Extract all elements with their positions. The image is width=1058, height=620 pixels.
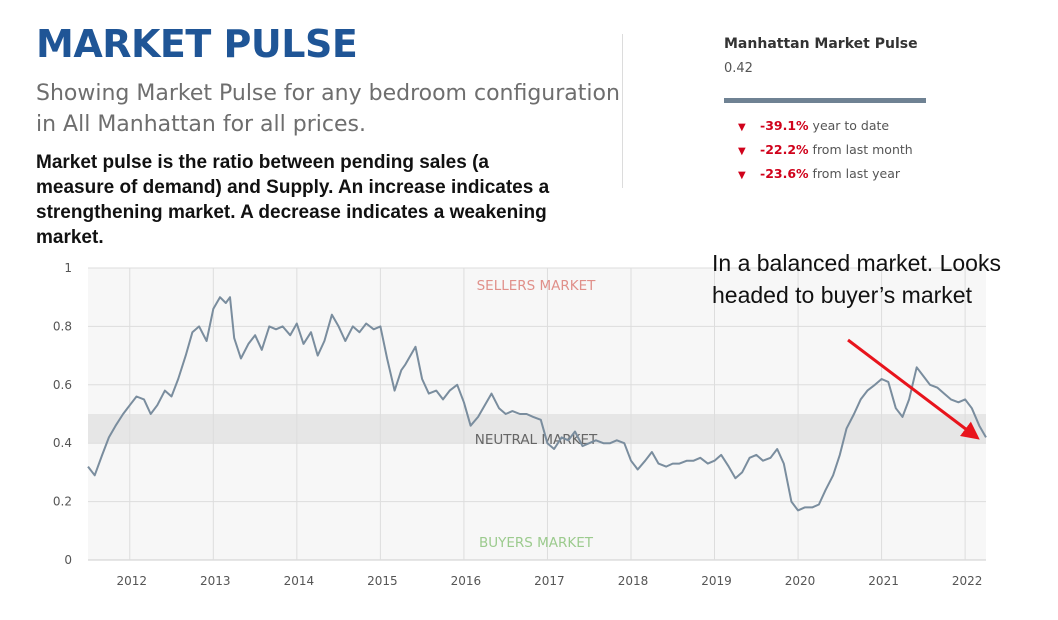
description-text: Market pulse is the ratio between pendin… bbox=[36, 152, 550, 248]
page-subtitle: Showing Market Pulse for any bedroom con… bbox=[36, 81, 620, 137]
x-tick-label: 2014 bbox=[284, 574, 315, 588]
x-tick-label: 2021 bbox=[868, 574, 899, 588]
stat-pct: -39.1% bbox=[760, 118, 809, 133]
y-tick-label: 0 bbox=[64, 553, 72, 567]
sellers-market-label: SELLERS MARKET bbox=[477, 278, 597, 294]
x-tick-label: 2017 bbox=[534, 574, 565, 588]
y-tick-label: 0.6 bbox=[53, 378, 72, 392]
stat-label: from last year bbox=[812, 166, 901, 181]
stat-label: from last month bbox=[812, 142, 913, 157]
x-tick-label: 2022 bbox=[952, 574, 983, 588]
stat-ytd: ▼ -39.1% year to date bbox=[738, 118, 913, 142]
down-triangle-icon: ▼ bbox=[738, 122, 746, 133]
page-title: MARKET PULSE bbox=[36, 22, 358, 66]
stat-month: ▼ -22.2% from last month bbox=[738, 142, 913, 166]
down-triangle-icon: ▼ bbox=[738, 170, 746, 181]
y-tick-label: 1 bbox=[64, 261, 72, 275]
buyers-market-label: BUYERS MARKET bbox=[479, 535, 594, 551]
y-tick-label: 0.8 bbox=[53, 319, 72, 333]
summary-bar bbox=[724, 98, 926, 103]
stat-pct: -22.2% bbox=[760, 142, 809, 157]
x-tick-label: 2019 bbox=[701, 574, 732, 588]
summary-stats: ▼ -39.1% year to date ▼ -22.2% from last m… bbox=[738, 118, 913, 190]
x-tick-label: 2018 bbox=[618, 574, 649, 588]
stat-year: ▼ -23.6% from last year bbox=[738, 166, 913, 190]
neutral-market-label: NEUTRAL MARKET bbox=[475, 432, 598, 448]
x-tick-label: 2013 bbox=[200, 574, 231, 588]
annotation-text: In a balanced market. Looks headed to bu… bbox=[712, 250, 1001, 308]
annotation-arrow bbox=[847, 338, 980, 440]
summary-title: Manhattan Market Pulse bbox=[724, 36, 918, 52]
series-line-market-pulse bbox=[87, 296, 987, 512]
x-tick-label: 2016 bbox=[451, 574, 482, 588]
y-tick-label: 0.2 bbox=[53, 495, 72, 509]
stat-pct: -23.6% bbox=[760, 166, 809, 181]
summary-value: 0.42 bbox=[724, 61, 753, 76]
down-triangle-icon: ▼ bbox=[738, 146, 746, 157]
stat-label: year to date bbox=[812, 118, 890, 133]
y-tick-label: 0.4 bbox=[53, 436, 72, 450]
x-tick-label: 2012 bbox=[116, 574, 147, 588]
x-tick-label: 2015 bbox=[367, 574, 398, 588]
x-tick-label: 2020 bbox=[785, 574, 816, 588]
vertical-divider bbox=[622, 34, 623, 188]
